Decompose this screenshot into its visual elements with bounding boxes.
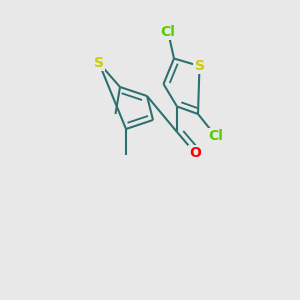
Text: O: O (189, 146, 201, 160)
Text: Cl: Cl (208, 130, 224, 143)
Text: S: S (194, 59, 205, 73)
Text: Cl: Cl (160, 25, 175, 38)
Text: S: S (94, 56, 104, 70)
